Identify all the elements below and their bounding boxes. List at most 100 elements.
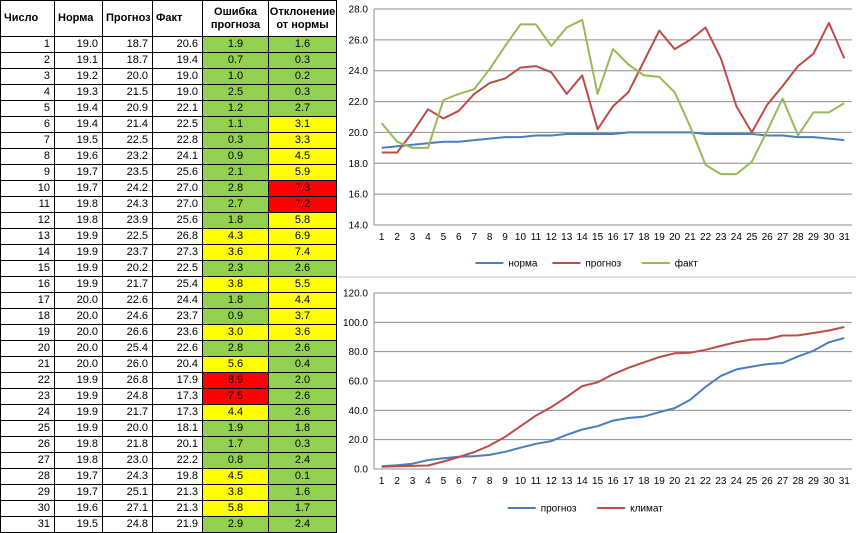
cell-deviation: 3.6 — [268, 324, 337, 341]
y-tick-label: 20.0 — [349, 128, 369, 139]
x-tick-label: 1 — [379, 232, 385, 243]
x-tick-label: 30 — [823, 476, 835, 487]
x-tick-label: 10 — [515, 232, 527, 243]
cell-norm: 19.4 — [54, 116, 103, 133]
cell-error: 2.1 — [202, 164, 269, 181]
x-tick-label: 8 — [487, 476, 493, 487]
cell-fact: 17.3 — [152, 404, 203, 421]
cell-forecast: 24.3 — [102, 196, 153, 213]
x-tick-label: 27 — [777, 476, 789, 487]
cell-error: 2.5 — [202, 84, 269, 101]
x-tick-label: 25 — [746, 232, 758, 243]
x-tick-label: 9 — [502, 232, 508, 243]
cell-fact: 23.7 — [152, 308, 203, 325]
cell-error: 1.2 — [202, 100, 269, 117]
x-tick-label: 13 — [561, 476, 573, 487]
cell-forecast: 23.7 — [102, 244, 153, 261]
cell-error: 2.8 — [202, 340, 269, 357]
cell-deviation: 4.4 — [268, 292, 337, 309]
cell-deviation: 2.0 — [268, 372, 337, 389]
cell-error: 0.7 — [202, 52, 269, 69]
x-tick-label: 16 — [607, 476, 619, 487]
cell-fact: 21.3 — [152, 500, 203, 517]
series-line-норма — [381, 131, 845, 149]
x-tick-label: 21 — [685, 232, 697, 243]
y-tick-label: 22.0 — [349, 97, 369, 108]
table-row: 25 19.9 20.0 18.1 1.9 1.8 — [0, 420, 337, 437]
x-tick-label: 21 — [685, 476, 697, 487]
cell-fact: 22.5 — [152, 116, 203, 133]
x-tick-label: 20 — [669, 232, 681, 243]
header-fact: Факт — [152, 0, 203, 37]
x-tick-label: 25 — [746, 476, 758, 487]
cell-deviation: 0.3 — [268, 84, 337, 101]
table-row: 20 20.0 25.4 22.6 2.8 2.6 — [0, 340, 337, 357]
x-tick-label: 12 — [546, 232, 558, 243]
cell-fact: 20.6 — [152, 36, 203, 53]
cell-deviation: 0.2 — [268, 68, 337, 85]
legend-label: климат — [630, 504, 663, 515]
table-row: 11 19.8 24.3 27.0 2.7 7.2 — [0, 196, 337, 213]
x-tick-label: 28 — [792, 232, 804, 243]
cell-fact: 25.4 — [152, 276, 203, 293]
x-tick-label: 28 — [792, 476, 804, 487]
y-tick-label: 24.0 — [349, 66, 369, 77]
data-table: Число Норма Прогноз Факт Ошибка прогноза… — [0, 0, 337, 533]
legend-label: прогноз — [541, 504, 577, 515]
cell-error: 3.8 — [202, 276, 269, 293]
x-tick-label: 4 — [425, 232, 431, 243]
cell-error: 1.1 — [202, 116, 269, 133]
x-tick-label: 30 — [823, 232, 835, 243]
table-body: 1 19.0 18.7 20.6 1.9 1.6 2 19.1 18.7 19.4 0.7 0.3 3 1… — [0, 36, 337, 533]
x-tick-label: 18 — [638, 232, 650, 243]
cell-deviation: 0.1 — [268, 468, 337, 485]
table-row: 26 19.8 21.8 20.1 1.7 0.3 — [0, 436, 337, 453]
x-tick-label: 6 — [456, 232, 462, 243]
cell-error: 5.6 — [202, 356, 269, 373]
cell-day: 17 — [0, 292, 55, 309]
cell-forecast: 23.2 — [102, 148, 153, 165]
x-tick-label: 5 — [441, 476, 447, 487]
x-tick-label: 23 — [715, 476, 727, 487]
cell-error: 1.9 — [202, 36, 269, 53]
table-row: 9 19.7 23.5 25.6 2.1 5.9 — [0, 164, 337, 181]
table-row: 8 19.6 23.2 24.1 0.9 4.5 — [0, 148, 337, 165]
table-row: 1 19.0 18.7 20.6 1.9 1.6 — [0, 36, 337, 53]
cell-norm: 19.9 — [54, 260, 103, 277]
table-row: 30 19.6 27.1 21.3 5.8 1.7 — [0, 500, 337, 517]
header-day: Число — [0, 0, 55, 37]
cell-deviation: 6.9 — [268, 228, 337, 245]
cell-error: 3.6 — [202, 244, 269, 261]
header-deviation-from-norm: Отклонение от нормы — [268, 0, 337, 37]
cell-forecast: 25.4 — [102, 340, 153, 357]
x-tick-label: 13 — [561, 232, 573, 243]
x-tick-label: 11 — [531, 232, 542, 243]
x-tick-label: 24 — [731, 476, 743, 487]
x-tick-label: 15 — [592, 476, 604, 487]
x-tick-label: 3 — [410, 476, 416, 487]
x-tick-label: 10 — [515, 476, 527, 487]
table-row: 16 19.9 21.7 25.4 3.8 5.5 — [0, 276, 337, 293]
x-tick-label: 15 — [592, 232, 604, 243]
y-tick-label: 28.0 — [349, 5, 369, 16]
y-tick-label: 20.0 — [349, 435, 369, 446]
x-tick-label: 24 — [731, 232, 743, 243]
y-tick-label: 120.0 — [343, 289, 368, 300]
x-tick-label: 29 — [808, 476, 820, 487]
cell-deviation: 1.6 — [268, 36, 337, 53]
y-tick-label: 80.0 — [349, 347, 369, 358]
header-norm: Норма — [54, 0, 103, 37]
cell-norm: 19.6 — [54, 500, 103, 517]
table-row: 24 19.9 21.7 17.3 4.4 2.6 — [0, 404, 337, 421]
x-tick-label: 19 — [654, 232, 666, 243]
x-tick-label: 31 — [839, 232, 851, 243]
cell-day: 28 — [0, 468, 55, 485]
cell-forecast: 25.1 — [102, 484, 153, 501]
x-tick-label: 2 — [394, 476, 400, 487]
y-tick-label: 100.0 — [343, 318, 368, 329]
x-tick-label: 12 — [546, 476, 558, 487]
table-row: 18 20.0 24.6 23.7 0.9 3.7 — [0, 308, 337, 325]
x-tick-label: 17 — [623, 476, 635, 487]
x-tick-label: 7 — [471, 476, 477, 487]
